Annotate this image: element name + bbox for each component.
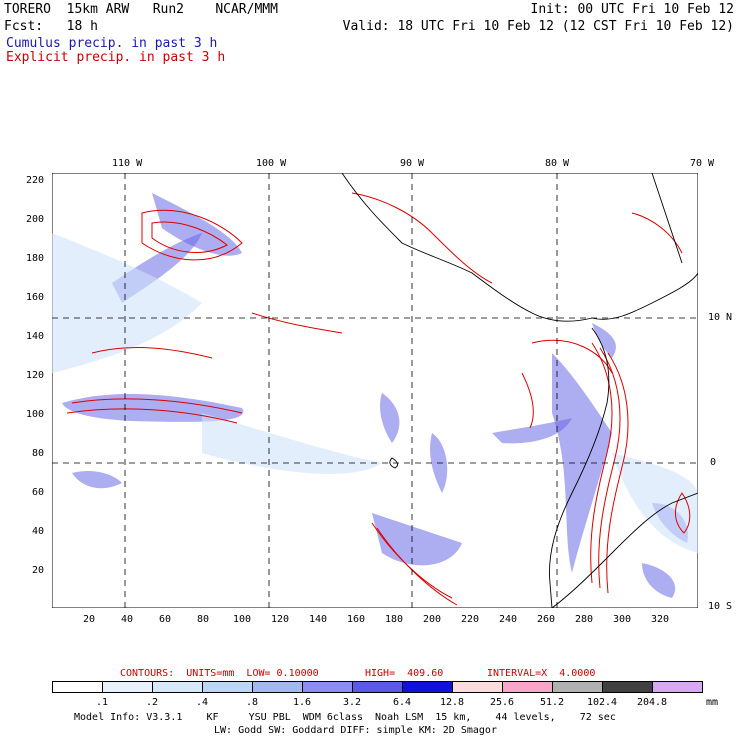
x-tick: 280 — [575, 614, 594, 625]
x-tick: 40 — [121, 614, 134, 625]
model-title: TORERO 15km ARW Run2 NCAR/MMM — [4, 2, 278, 17]
lon-label-80w: 80 W — [545, 158, 570, 169]
y-tick: 60 — [32, 487, 45, 498]
colorbar-unit: mm — [705, 697, 719, 708]
lon-label-110w: 110 W — [112, 158, 143, 169]
colorbar-label: 6.4 — [392, 697, 412, 708]
colorbar-swatch — [202, 681, 253, 693]
x-tick: 260 — [537, 614, 556, 625]
contours-interval: INTERVAL=X 4.0000 — [487, 668, 596, 679]
y-tick: 180 — [26, 253, 45, 264]
contours-high: HIGH= 409.60 — [365, 668, 444, 679]
lat-lon-grid — [52, 173, 698, 608]
y-tick: 140 — [26, 331, 45, 342]
x-tick: 320 — [651, 614, 670, 625]
explicit-precip-label: Explicit precip. in past 3 h — [6, 50, 226, 65]
colorbar-swatch — [402, 681, 453, 693]
colorbar-label: .1 — [95, 697, 109, 708]
lon-label-70w: 70 W — [690, 158, 715, 169]
lat-label-0: 0 — [710, 457, 717, 468]
colorbar-swatch — [552, 681, 603, 693]
x-tick: 140 — [309, 614, 328, 625]
y-tick: 160 — [26, 292, 45, 303]
colorbar-label: 25.6 — [489, 697, 515, 708]
colorbar-label: .4 — [195, 697, 209, 708]
y-tick: 120 — [26, 370, 45, 381]
colorbar-swatch — [452, 681, 503, 693]
explicit-precip-contours — [66, 192, 691, 606]
colorbar-label: 102.4 — [586, 697, 618, 708]
y-tick: 40 — [32, 526, 45, 537]
contours-info: CONTOURS: UNITS=mm LOW= 0.10000 — [120, 668, 319, 679]
colorbar-label: .8 — [245, 697, 259, 708]
x-tick: 300 — [613, 614, 632, 625]
x-tick: 180 — [385, 614, 404, 625]
colorbar-swatch — [152, 681, 203, 693]
model-info: Model Info: V3.3.1 KF YSU PBL WDM 6class… — [74, 712, 616, 723]
colorbar-swatch — [502, 681, 553, 693]
y-tick: 80 — [32, 448, 45, 459]
colorbar-label: 12.8 — [439, 697, 465, 708]
colorbar-label: 1.6 — [292, 697, 312, 708]
colorbar-label: 204.8 — [636, 697, 668, 708]
x-tick: 240 — [499, 614, 518, 625]
y-tick: 20 — [32, 565, 45, 576]
x-tick: 160 — [347, 614, 366, 625]
forecast-hour: Fcst: 18 h — [4, 19, 98, 34]
x-tick: 80 — [197, 614, 210, 625]
colorbar-swatch — [302, 681, 353, 693]
precip-map — [52, 173, 698, 608]
coastlines — [341, 173, 698, 608]
colorbar-swatch — [52, 681, 103, 693]
x-tick: 200 — [423, 614, 442, 625]
colorbar-label: .2 — [145, 697, 159, 708]
x-tick: 60 — [159, 614, 172, 625]
valid-time: Valid: 18 UTC Fri 10 Feb 12 (12 CST Fri … — [342, 19, 734, 34]
init-time: Init: 00 UTC Fri 10 Feb 12 — [530, 2, 735, 17]
lat-label-10s: 10 S — [708, 601, 733, 612]
y-tick: 200 — [26, 214, 45, 225]
x-tick: 220 — [461, 614, 480, 625]
colorbar-swatch — [102, 681, 153, 693]
x-tick: 20 — [83, 614, 96, 625]
colorbar-swatch — [652, 681, 703, 693]
light-precip-field — [52, 233, 698, 553]
colorbar-swatch — [252, 681, 303, 693]
physics-info: LW: Godd SW: Goddard DIFF: simple KM: 2D… — [214, 725, 497, 736]
colorbar-swatch — [352, 681, 403, 693]
lat-label-10n: 10 N — [708, 312, 733, 323]
lon-label-100w: 100 W — [256, 158, 287, 169]
y-tick: 220 — [26, 175, 45, 186]
colorbar-label: 3.2 — [342, 697, 362, 708]
cumulus-precip-label: Cumulus precip. in past 3 h — [6, 36, 218, 51]
x-tick: 100 — [233, 614, 252, 625]
y-tick: 100 — [26, 409, 45, 420]
x-tick: 120 — [271, 614, 290, 625]
colorbar-label: 51.2 — [539, 697, 565, 708]
colorbar-swatch — [602, 681, 653, 693]
lon-label-90w: 90 W — [400, 158, 425, 169]
